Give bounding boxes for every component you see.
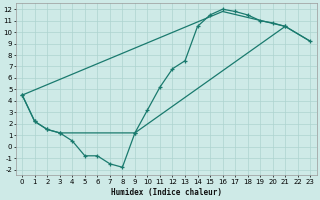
X-axis label: Humidex (Indice chaleur): Humidex (Indice chaleur)	[111, 188, 222, 197]
